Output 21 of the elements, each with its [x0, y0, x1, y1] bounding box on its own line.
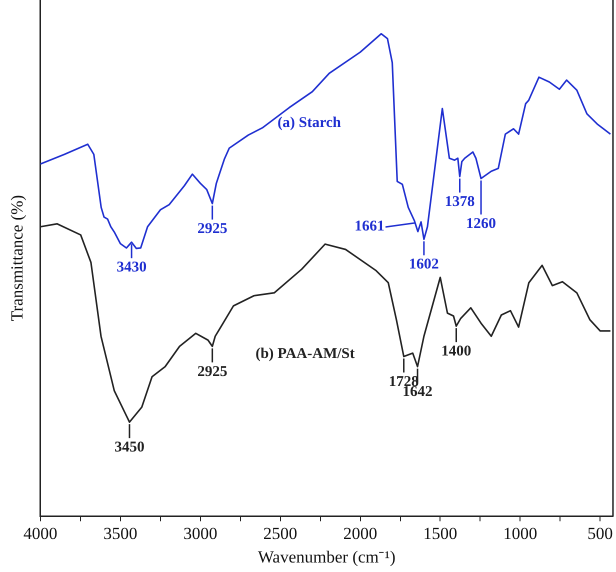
annotation: 1400 [441, 344, 472, 360]
annotation: 1260 [466, 216, 496, 232]
x-tick-label: 1000 [503, 524, 538, 543]
annotation: 3450 [114, 440, 144, 456]
annotation: 1661 [354, 218, 384, 234]
annotation: 2925 [197, 220, 228, 237]
annotation: 1602 [408, 256, 439, 273]
x-tick-label: 1500 [423, 524, 458, 543]
x-tick-label: 2500 [263, 524, 298, 543]
x-tick-label: 500 [587, 524, 613, 543]
x-axis-title: Wavenumber (cm⁻¹) [258, 547, 396, 566]
x-tick-label: 2000 [343, 524, 378, 543]
x-tick-label: 3500 [103, 524, 138, 543]
text: (b) PAA-AM/St [255, 346, 355, 362]
x-tick-label: 4000 [23, 524, 58, 543]
y-axis-title: Transmittance (%) [8, 194, 27, 322]
series-label: (a) Starch [278, 115, 342, 132]
annotation: 2925 [197, 364, 228, 380]
annotation: 3430 [116, 260, 147, 276]
annotation: 1378 [444, 194, 475, 210]
x-tick-label: 3000 [183, 524, 218, 543]
